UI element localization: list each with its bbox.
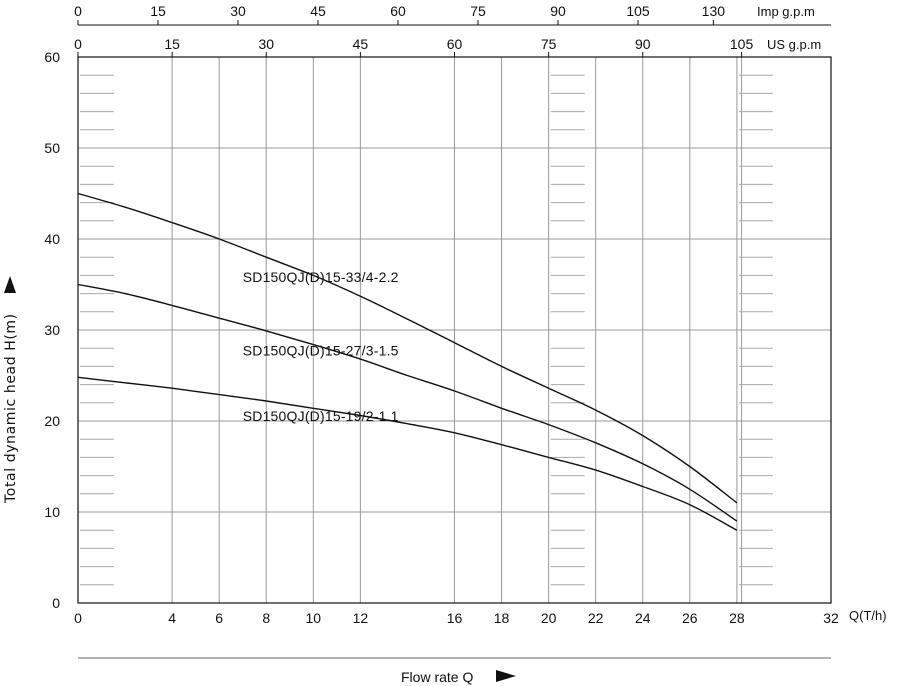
- x-tick-label: 26: [682, 610, 698, 626]
- secondary-axis-tick-label: 75: [541, 36, 557, 52]
- secondary-axis-tick-label: 60: [447, 36, 463, 52]
- axis-ticks: 0 10 20 30 40 50 60 0 4 6 8 10 12 16 18 20 22 24 26 28 32: [44, 49, 839, 626]
- minor-tick-bands: [80, 74, 773, 586]
- secondary-axis-tick-label: 130: [702, 3, 726, 19]
- x-tick-label: 20: [541, 610, 557, 626]
- y-tick-label: 50: [44, 140, 60, 156]
- y-axis-label: Total dynamic head H(m): [3, 313, 19, 504]
- y-tick-label: 10: [44, 504, 60, 520]
- secondary-axis-tick-label: 15: [164, 36, 180, 52]
- secondary-axis-tick-label: 105: [626, 3, 650, 19]
- series-label-1: SD150QJ(D)15-33/4-2.2: [243, 269, 399, 285]
- secondary-axis-tick-label: 105: [730, 36, 754, 52]
- y-tick-label: 60: [44, 49, 60, 65]
- x-axis-label: Flow rate Q: [401, 669, 473, 685]
- series-label-3: SD150QJ(D)15-19/2-1.1: [243, 408, 399, 424]
- series-lines: [77, 192, 738, 531]
- secondary-axis-tick-label: 90: [550, 3, 566, 19]
- x-tick-label: 28: [729, 610, 745, 626]
- secondary-axis-unit-label: Imp g.p.m: [757, 4, 815, 19]
- secondary-axis-tick-label: 60: [390, 3, 406, 19]
- secondary-axis-unit-label: US g.p.m: [767, 37, 821, 52]
- series-label-2: SD150QJ(D)15-27/3-1.5: [243, 342, 399, 358]
- secondary-axis-tick-label: 30: [230, 3, 246, 19]
- secondary-axis-tick-label: 15: [150, 3, 166, 19]
- x-tick-label: 22: [588, 610, 604, 626]
- series-line-1: [77, 192, 738, 504]
- secondary-axis-tick-label: 90: [635, 36, 651, 52]
- y-tick-label: 0: [52, 595, 60, 611]
- series-labels: SD150QJ(D)15-33/4-2.2 SD150QJ(D)15-27/3-1…: [243, 269, 399, 424]
- y-tick-label: 20: [44, 413, 60, 429]
- x-tick-label: 8: [262, 610, 270, 626]
- secondary-axis-tick-label: 30: [258, 36, 274, 52]
- secondary-axes: 0 15 30 45 60 75 90 105 130 Imp g.p.m 0 15 30 45 60 75 9…: [74, 3, 831, 57]
- x-axis-unit-label: Q(T/h): [849, 608, 887, 623]
- x-tick-label: 10: [306, 610, 322, 626]
- x-tick-label: 32: [823, 610, 839, 626]
- secondary-axis-tick-label: 45: [310, 3, 326, 19]
- secondary-axis-tick-label: 0: [74, 36, 82, 52]
- y-tick-label: 40: [44, 231, 60, 247]
- x-tick-label: 12: [353, 610, 369, 626]
- x-axis-arrow-icon: [496, 670, 516, 682]
- x-tick-label: 0: [74, 610, 82, 626]
- y-axis-arrow-icon: [4, 276, 16, 293]
- series-line-2: [77, 283, 738, 522]
- secondary-axis-tick-label: 0: [74, 3, 82, 19]
- x-tick-label: 18: [494, 610, 510, 626]
- x-tick-label: 24: [635, 610, 651, 626]
- grid: [78, 57, 831, 603]
- y-tick-label: 30: [44, 322, 60, 338]
- x-tick-label: 6: [215, 610, 223, 626]
- x-tick-label: 4: [168, 610, 176, 626]
- secondary-axis-tick-label: 45: [353, 36, 369, 52]
- secondary-axis-tick-label: 75: [470, 3, 486, 19]
- series-line-3: [77, 376, 738, 531]
- x-tick-label: 16: [447, 610, 463, 626]
